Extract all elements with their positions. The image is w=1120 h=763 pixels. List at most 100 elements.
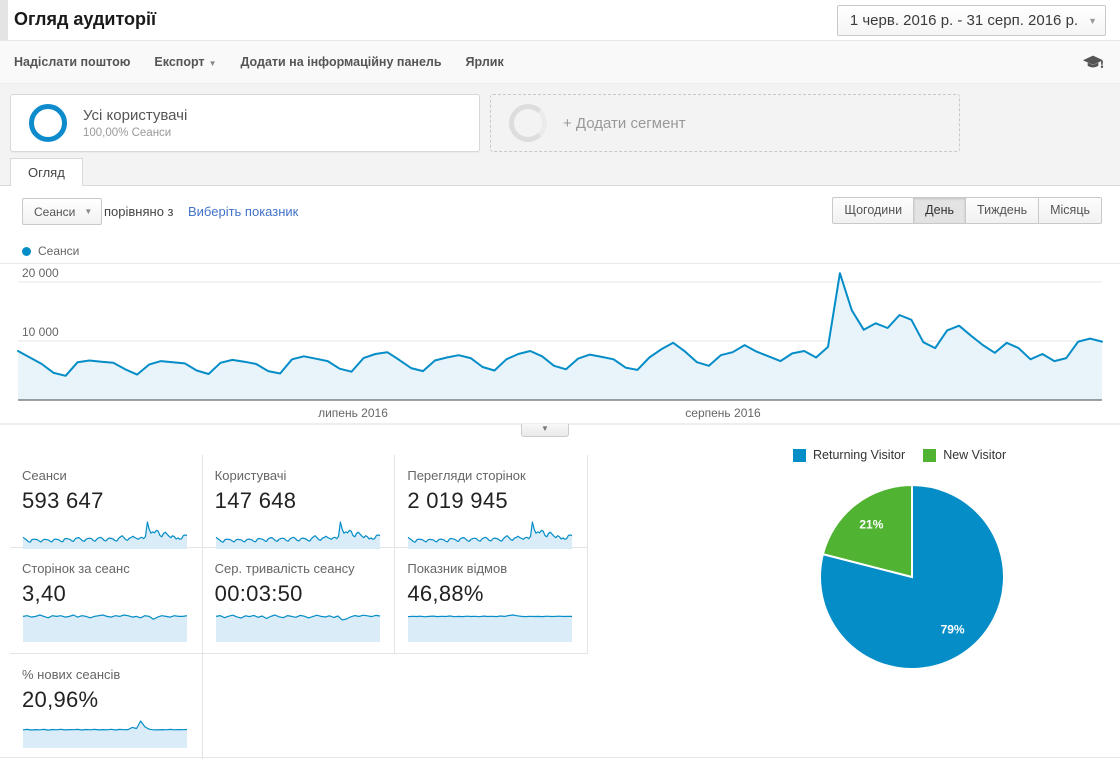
sparkline-line	[22, 521, 188, 543]
metrics-row: Сторінок за сеанс 3,40 Сер. тривалість с…	[10, 547, 589, 653]
chevron-down-icon: ▼	[208, 59, 217, 68]
granularity-week[interactable]: Тиждень	[966, 197, 1040, 224]
legend-swatch-icon	[793, 448, 806, 462]
metric-value: 46,88%	[407, 581, 484, 606]
education-icon[interactable]	[1082, 52, 1104, 74]
sparkline-line	[408, 614, 573, 618]
pie-slice-new-visitor[interactable]	[821, 483, 913, 579]
legend-swatch-icon	[923, 448, 937, 462]
visitor-type-pie: 79% 21%	[819, 483, 1005, 670]
sparkline	[408, 614, 573, 642]
shortcut-button[interactable]: Ярлик	[465, 55, 504, 69]
pie-data-label: 79%	[941, 622, 965, 636]
metric-dropdown-label: Сеанси	[34, 204, 76, 219]
y-axis-tick: 20 000	[22, 266, 59, 280]
export-label: Експорт	[154, 55, 205, 69]
sparkline-area	[23, 522, 187, 549]
add-segment-label: + Додати сегмент	[563, 114, 686, 132]
export-button[interactable]: Експорт ▼	[154, 55, 216, 69]
tab-row-divider	[0, 185, 1120, 186]
chart-panel-border	[0, 263, 1120, 264]
granularity-month[interactable]: Місяць	[1039, 197, 1102, 224]
sparkline-area	[408, 615, 573, 642]
add-segment-button[interactable]: + Додати сегмент	[490, 94, 960, 152]
compare-label: порівняно з	[104, 204, 174, 219]
chevron-down-icon: ▼	[84, 207, 93, 216]
metric-card-pageviews: Перегляди сторінок 2 019 945	[395, 455, 589, 549]
pie-slice-returning-visitor[interactable]	[819, 483, 1005, 670]
sparkline	[215, 521, 380, 549]
segment-all-users[interactable]: Усі користувачі 100,00% Сеанси	[10, 94, 480, 152]
sparkline-area	[215, 522, 380, 549]
pie-legend: Returning Visitor New Visitor	[793, 448, 1024, 462]
metric-card-pages-per-session: Сторінок за сеанс 3,40	[10, 548, 203, 653]
date-range-selector[interactable]: 1 черв. 2016 р. - 31 серп. 2016 р. ▼	[836, 5, 1106, 36]
select-metric-link[interactable]: Виберіть показник	[188, 204, 299, 219]
metric-dropdown[interactable]: Сеанси ▼	[22, 198, 103, 225]
chart-collapse-handle[interactable]: ▼	[521, 424, 569, 437]
series-dot-icon	[22, 246, 31, 256]
chart-legend: Сеанси	[22, 244, 79, 258]
pie-data-label: 21%	[859, 518, 883, 532]
metric-label: Користувачі	[214, 468, 287, 483]
metric-card-sessions: Сеанси 593 647	[10, 455, 203, 549]
tab-overview[interactable]: Огляд	[10, 158, 83, 186]
metric-value: 2 019 945	[407, 488, 508, 513]
metrics-row: % нових сеансів 20,96%	[10, 653, 588, 759]
metric-card-avg-duration: Сер. тривалість сеансу 00:03:50	[203, 548, 396, 653]
metric-label: Сер. тривалість сеансу	[214, 561, 355, 576]
segments-bar: Усі користувачі 100,00% Сеанси + Додати …	[0, 84, 1120, 186]
add-to-dashboard-button[interactable]: Додати на інформаційну панель	[240, 55, 442, 69]
metric-value: 593 647	[22, 488, 104, 513]
sessions-line	[17, 272, 1103, 377]
sparkline-line	[22, 720, 188, 731]
sparkline-area	[408, 522, 573, 549]
email-button[interactable]: Надіслати поштою	[14, 55, 131, 69]
segment-title: Усі користувачі	[83, 107, 188, 124]
metric-value: 00:03:50	[214, 581, 303, 606]
metrics-grid: Сеанси 593 647 Користувачі 147 648 Перег…	[10, 455, 589, 759]
metric-value: 147 648	[214, 488, 297, 513]
x-axis-tick: липень 2016	[318, 406, 388, 420]
granularity-switcher: Щогодини День Тиждень Місяць	[832, 197, 1102, 224]
sessions-chart: 10 000 20 000 липень 2016 серпень 2016	[0, 266, 1120, 425]
pie-legend-returning: Returning Visitor	[793, 448, 905, 462]
page-bottom-divider	[0, 757, 1120, 758]
series-label: Сеанси	[38, 244, 80, 258]
sparkline	[215, 614, 380, 642]
sparkline-line	[215, 614, 380, 621]
sparkline	[22, 521, 188, 549]
legend-text: Returning Visitor	[813, 448, 906, 462]
sparkline-area	[23, 615, 187, 642]
page-title: Огляд аудиторії	[14, 9, 157, 29]
sparkline-line	[215, 521, 380, 543]
metric-card-bounce-rate: Показник відмов 46,88%	[395, 548, 589, 653]
metric-value: 20,96%	[22, 687, 99, 712]
sparkline	[22, 720, 188, 748]
sparkline-line	[407, 521, 573, 543]
metric-label: Сеанси	[22, 468, 67, 483]
metric-card-users: Користувачі 147 648	[203, 455, 396, 549]
sparkline-area	[23, 721, 187, 748]
y-axis-tick: 10 000	[22, 325, 59, 339]
legend-text: New Visitor	[943, 448, 1007, 462]
metric-card-new-sessions: % нових сеансів 20,96%	[10, 654, 203, 759]
sessions-area	[18, 273, 1102, 400]
x-axis-tick: серпень 2016	[685, 406, 761, 420]
segment-donut-icon-gray	[509, 104, 547, 142]
sparkline-line	[22, 614, 188, 620]
metric-value: 3,40	[22, 581, 67, 606]
segment-donut-icon	[29, 104, 67, 142]
report-toolbar: Надіслати поштою Експорт ▼ Додати на інфо…	[0, 40, 1120, 84]
date-range-text: 1 черв. 2016 р. - 31 серп. 2016 р.	[849, 12, 1079, 29]
granularity-hourly[interactable]: Щогодини	[832, 197, 915, 224]
metric-label: Перегляди сторінок	[407, 468, 526, 483]
segment-subtitle: 100,00% Сеанси	[83, 127, 172, 139]
metric-label: Показник відмов	[407, 561, 508, 576]
granularity-day[interactable]: День	[914, 197, 967, 224]
sparkline	[22, 614, 188, 642]
sparkline	[407, 521, 573, 549]
metric-label: % нових сеансів	[22, 667, 121, 682]
metrics-row: Сеанси 593 647 Користувачі 147 648 Перег…	[10, 455, 589, 549]
